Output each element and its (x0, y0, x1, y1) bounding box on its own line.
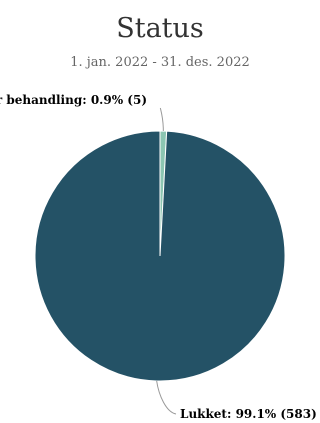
pie-slices (34, 130, 286, 382)
chart-title: Status (116, 13, 204, 44)
connector-under-behandling (159, 107, 164, 132)
connector-lukket (156, 380, 177, 415)
slice-labels: Under behandling: 0.9% (5) Lukket: 99.1% … (0, 93, 317, 421)
pie-slice-lukket[interactable] (34, 130, 286, 382)
label-connectors (156, 107, 177, 415)
data-label-lukket: Lukket: 99.1% (583) (180, 407, 317, 421)
data-label-under-behandling: Under behandling: 0.9% (5) (0, 93, 147, 107)
chart-subtitle: 1. jan. 2022 - 31. des. 2022 (70, 55, 250, 70)
